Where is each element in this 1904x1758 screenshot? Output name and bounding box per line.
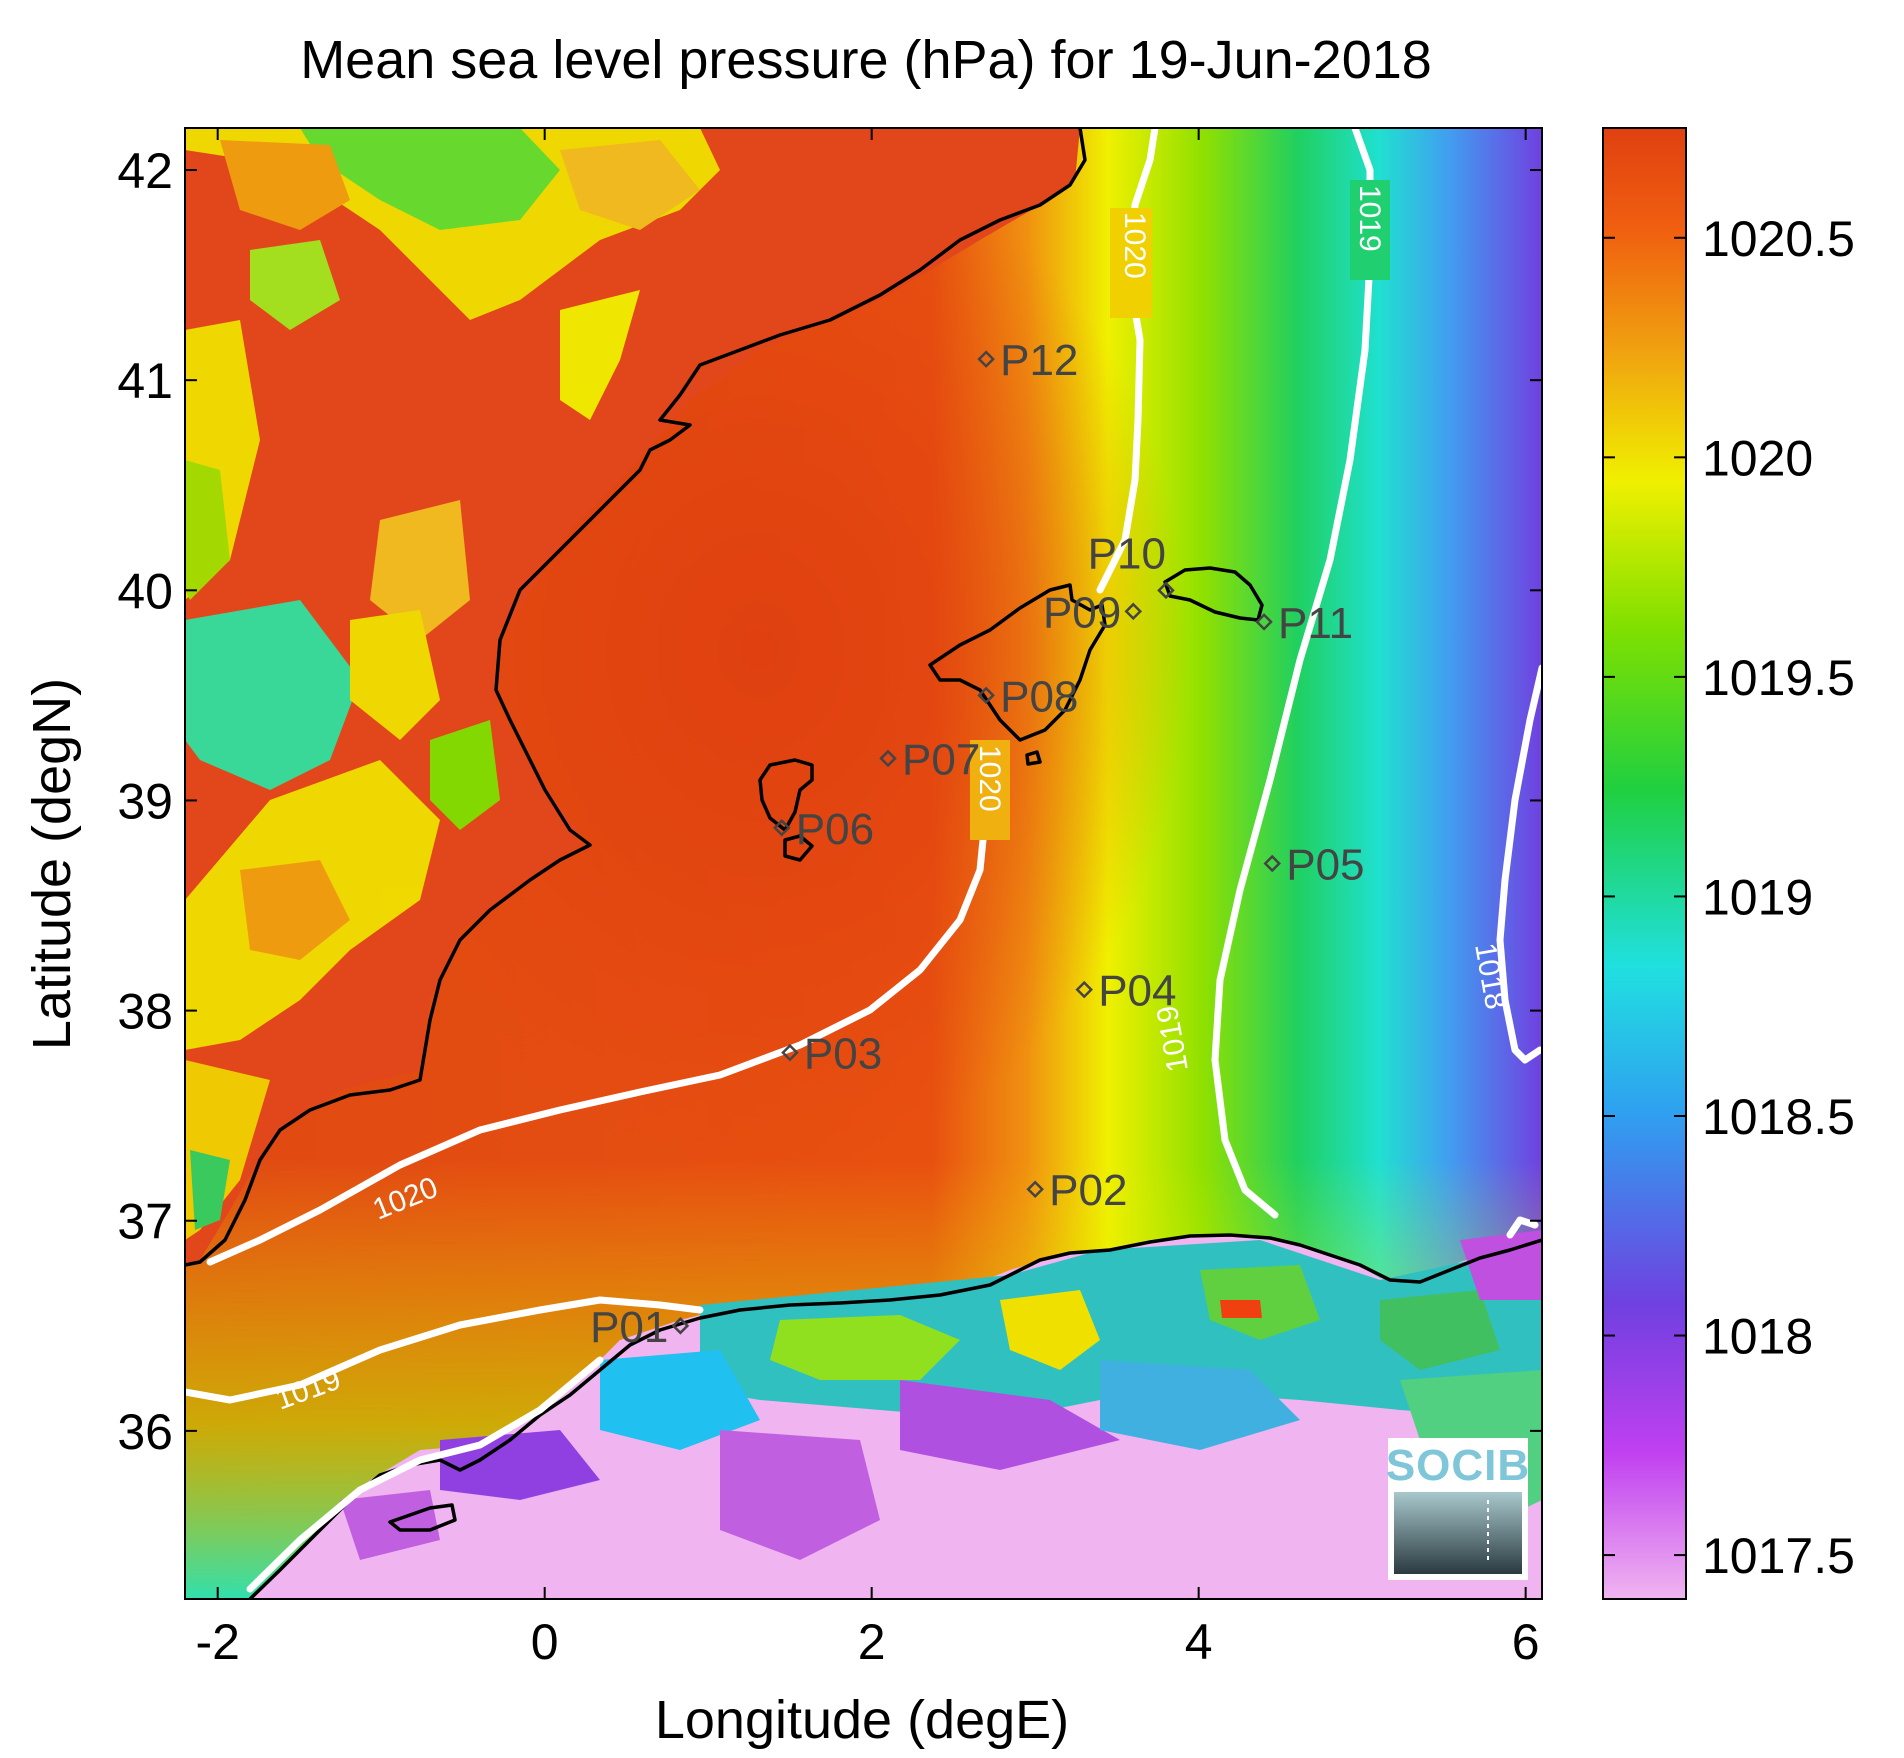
station-label: P06 <box>796 805 874 854</box>
station-marker <box>977 686 995 705</box>
colorbar-tick-label: 1020.5 <box>1702 211 1855 267</box>
contour-label-bg-2 <box>1350 180 1390 280</box>
station-label: P04 <box>1098 967 1176 1016</box>
x-axis-title: Longitude (degE) <box>655 1690 1069 1750</box>
y-tick-label: 37 <box>117 1194 173 1250</box>
africa-coastline <box>248 1233 1542 1599</box>
station-marker <box>772 819 791 837</box>
y-tick-label: 42 <box>117 143 173 199</box>
colorbar-tick-label: 1017.5 <box>1702 1528 1855 1584</box>
station-p04: P04 <box>1075 967 1177 1016</box>
station-label: P03 <box>804 1030 882 1079</box>
menorca <box>1163 566 1264 622</box>
africa-texture <box>340 1230 1542 1560</box>
y-axis-title: Latitude (degN) <box>22 678 82 1050</box>
x-tick-label: 2 <box>858 1614 886 1670</box>
station-label: P08 <box>1000 672 1078 721</box>
station-label: P11 <box>1278 599 1353 648</box>
contour-1018-small <box>1506 1216 1539 1239</box>
contour-1020-east <box>1096 128 1159 594</box>
colorbar-ticks: 1020.5 1020 1019.5 1019 1018.5 1018 1017.5 <box>1603 211 1855 1584</box>
colorbar-tick-label: 1018 <box>1702 1309 1813 1365</box>
station-label: P05 <box>1286 841 1364 890</box>
y-tick-label: 38 <box>117 984 173 1040</box>
contour-1018 <box>1496 664 1542 1064</box>
station-label: P01 <box>590 1303 668 1352</box>
station-p01: P01 <box>590 1303 690 1352</box>
station-marker <box>1124 602 1143 621</box>
x-axis: -2 0 2 4 6 <box>195 128 1540 1670</box>
station-marker <box>1075 980 1093 999</box>
station-label: P07 <box>902 735 980 784</box>
station-p09: P09 <box>1043 588 1143 637</box>
station-p07: P07 <box>879 735 980 784</box>
station-marker <box>1157 581 1175 600</box>
y-tick-label: 36 <box>117 1404 173 1460</box>
stations-layer: P01 P02 P03 P04 P05 P06 P07 P08 P09 P10 P11 P12 <box>590 336 1364 1352</box>
contour-label-bg-3 <box>970 740 1010 840</box>
plot-area: 1020 1019 1020 1020 1019 1019 1018 P01P0… <box>185 128 1542 1599</box>
ibiza <box>758 758 814 832</box>
x-tick-label: 4 <box>1185 1614 1213 1670</box>
station-marker <box>977 350 995 368</box>
iberia-coastline <box>185 128 1087 1267</box>
station-p05: P05 <box>1263 841 1365 890</box>
contour-1020-south <box>206 816 989 1266</box>
station-p10: P10 <box>1088 529 1175 600</box>
colorbar-tick-label: 1020 <box>1702 430 1813 486</box>
station-marker <box>879 749 897 768</box>
station-p12: P12 <box>977 336 1078 385</box>
station-marker <box>671 1317 690 1335</box>
alboran-island <box>388 1503 457 1532</box>
cabrera <box>1025 750 1042 766</box>
station-p08: P08 <box>977 672 1078 721</box>
station-p06: P06 <box>772 805 874 854</box>
contour-label-1019-a: 1019 <box>1353 185 1386 252</box>
y-tick-label: 40 <box>117 563 173 619</box>
colorbar-tick-label: 1019.5 <box>1702 650 1855 706</box>
contour-label-1020-b: 1020 <box>973 745 1006 812</box>
contour-1019-africa <box>246 1356 604 1593</box>
station-p02: P02 <box>1026 1166 1127 1215</box>
station-p03: P03 <box>781 1030 882 1079</box>
station-marker <box>1255 613 1273 631</box>
station-marker <box>781 1043 799 1062</box>
colorbar: 1020.5 1020 1019.5 1019 1018.5 1018 1017.5 <box>1602 127 1855 1600</box>
contour-label-1020-a: 1020 <box>1118 212 1151 279</box>
y-axis: 42 41 40 39 38 37 36 <box>117 143 1542 1460</box>
contour-1019-south <box>185 1296 704 1404</box>
colorbar-tick-label: 1019 <box>1702 869 1813 925</box>
socib-logo: SOCIB <box>1386 1438 1530 1580</box>
x-tick-label: 0 <box>531 1614 559 1670</box>
colorbar-tick-label: 1018.5 <box>1702 1089 1855 1145</box>
y-tick-label: 39 <box>117 773 173 829</box>
land-texture <box>185 128 720 1240</box>
formentera <box>783 834 814 862</box>
station-marker <box>1263 854 1281 873</box>
plot-frame <box>184 127 1543 1600</box>
chart-title: Mean sea level pressure (hPa) for 19-Jun… <box>300 30 1432 90</box>
mallorca <box>928 583 1107 742</box>
station-label: P09 <box>1043 588 1121 637</box>
y-tick-label: 41 <box>117 353 173 409</box>
contour-label-bg-1 <box>1110 208 1152 318</box>
station-label: P12 <box>1000 336 1078 385</box>
socib-logo-text: SOCIB <box>1386 1441 1530 1490</box>
station-p11: P11 <box>1255 599 1353 648</box>
colorbar-gradient <box>1602 127 1687 1600</box>
station-label: P02 <box>1049 1166 1127 1215</box>
station-marker <box>1026 1180 1044 1198</box>
x-tick-label: 6 <box>1512 1614 1540 1670</box>
station-label: P10 <box>1088 529 1166 578</box>
x-tick-label: -2 <box>195 1614 239 1670</box>
